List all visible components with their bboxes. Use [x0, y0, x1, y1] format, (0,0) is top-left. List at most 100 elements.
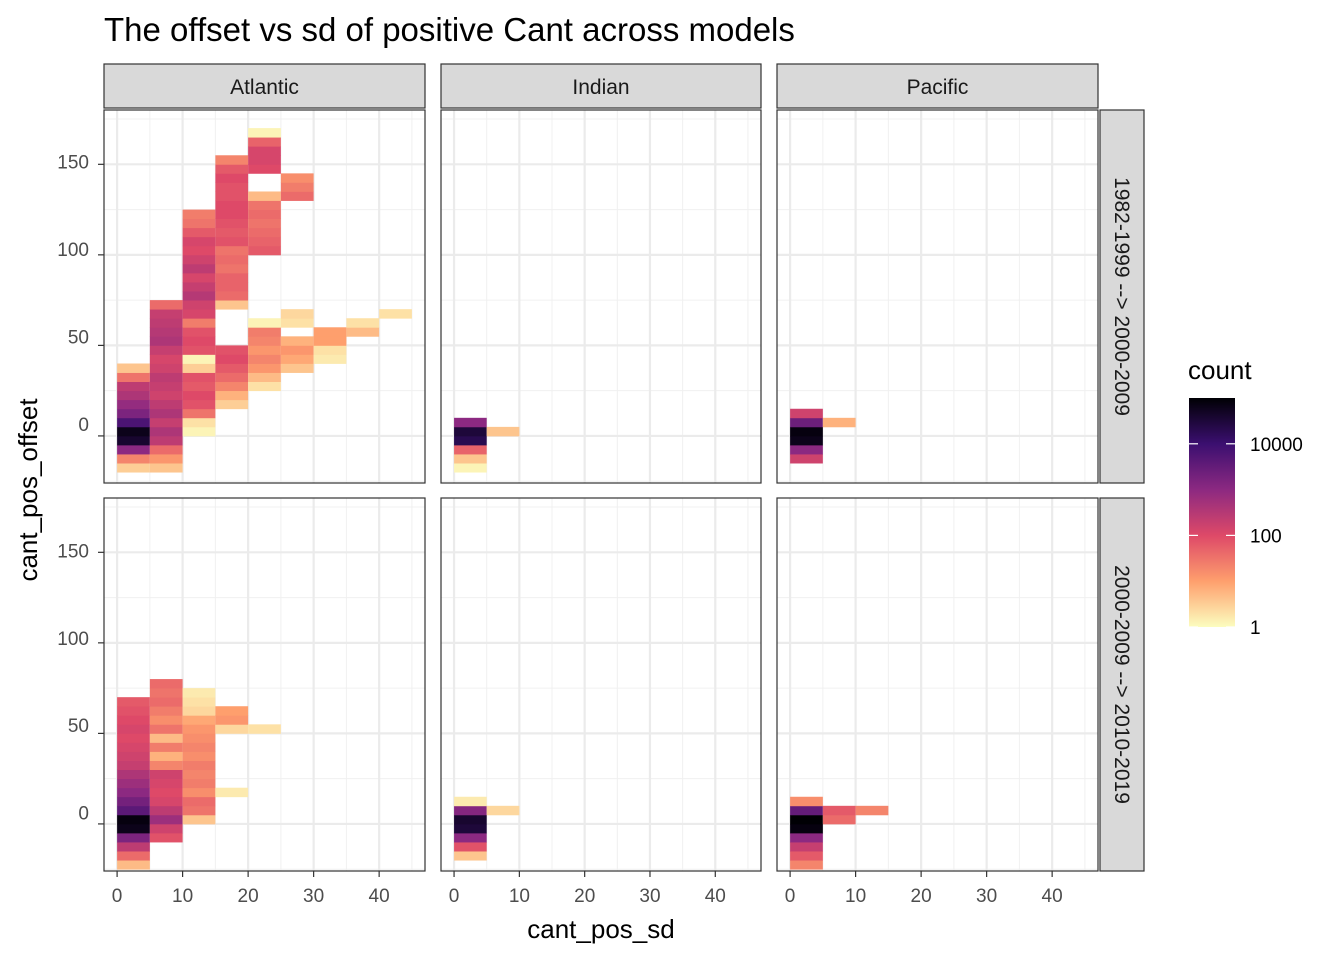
- y-tick-label: 150: [57, 153, 89, 174]
- heatmap-cell: [215, 254, 249, 265]
- heatmap-cell: [149, 688, 183, 698]
- heatmap-cell: [117, 733, 150, 743]
- heatmap-cell: [182, 706, 216, 716]
- heatmap-cell: [790, 408, 823, 419]
- heatmap-cell: [215, 381, 249, 392]
- heatmap-cell: [182, 751, 216, 761]
- x-tick-label: 0: [449, 886, 460, 907]
- strip-label-indian: Indian: [572, 76, 629, 99]
- heatmap-cell: [149, 381, 183, 392]
- heatmap-cell: [182, 282, 216, 292]
- heatmap-cell: [215, 263, 249, 274]
- heatmap-cell: [248, 128, 281, 138]
- y-tick-label: 0: [78, 415, 89, 436]
- x-tick-label: 30: [639, 886, 660, 907]
- heatmap-cell: [280, 336, 314, 346]
- heatmap-cell: [215, 209, 249, 220]
- heatmap-cell: [149, 805, 183, 816]
- heatmap-cell: [117, 697, 150, 707]
- heatmap-cell: [149, 778, 183, 789]
- x-axis-labels-col-3: 0 10 20 30 40: [785, 886, 1063, 907]
- heatmap-cell: [248, 146, 281, 156]
- heatmap-cell: [149, 345, 183, 355]
- strip-label-row-2: 2000-2009 --> 2010-2019: [1110, 565, 1133, 804]
- heatmap-cell: [790, 417, 823, 428]
- heatmap-cell: [117, 851, 150, 861]
- column-strip: Atlantic: [103, 63, 426, 109]
- panel-background: [441, 110, 761, 483]
- heatmap-cell: [215, 155, 249, 165]
- legend: count 1 100 10000: [1188, 355, 1303, 639]
- heatmap-cell: [454, 851, 487, 861]
- heatmap-cell: [790, 851, 823, 861]
- heatmap-cell: [182, 245, 216, 256]
- heatmap-cell: [248, 372, 281, 383]
- heatmap-cell: [313, 345, 347, 355]
- heatmap-cell: [149, 318, 183, 328]
- facet-panel: [98, 109, 426, 484]
- heatmap-cell: [182, 390, 216, 401]
- heatmap-cell: [149, 372, 183, 383]
- heatmap-cell: [215, 715, 249, 725]
- y-tick-label: 50: [68, 328, 89, 349]
- heatmap-cell: [215, 372, 249, 383]
- x-tick-label: 30: [976, 886, 997, 907]
- heatmap-cell: [117, 417, 150, 428]
- heatmap-cell: [182, 787, 216, 798]
- heatmap-cell: [182, 381, 216, 392]
- heatmap-cell: [117, 408, 150, 419]
- heatmap-cell: [117, 778, 150, 789]
- x-tick-label: 40: [705, 886, 726, 907]
- x-tick-label: 10: [172, 886, 193, 907]
- heatmap-cell: [790, 444, 823, 455]
- heatmap-cell: [280, 191, 314, 201]
- heatmap-cell: [454, 842, 487, 852]
- legend-title: count: [1188, 355, 1252, 385]
- heatmap-cell: [117, 751, 150, 761]
- heatmap-cell: [790, 842, 823, 852]
- heatmap-cell: [215, 245, 249, 256]
- legend-colorbar: [1189, 398, 1235, 627]
- heatmap-cell: [117, 372, 150, 383]
- heatmap-cell: [117, 715, 150, 725]
- strip-label-row-1: 1982-1999 --> 2000-2009: [1110, 177, 1133, 416]
- chart-title: The offset vs sd of positive Cant across…: [104, 11, 795, 48]
- heatmap-cell: [215, 399, 249, 410]
- heatmap-cell: [248, 155, 281, 165]
- heatmap-cell: [149, 435, 183, 446]
- x-tick-label: 10: [845, 886, 866, 907]
- heatmap-cell: [790, 796, 823, 807]
- facet-panel: [776, 109, 1099, 484]
- heatmap-cell: [149, 796, 183, 807]
- heatmap-cell: [215, 218, 249, 229]
- y-axis-labels-row-2: 0 50 100 150: [57, 541, 89, 824]
- heatmap-cell: [280, 173, 314, 183]
- heatmap-cell: [822, 805, 856, 816]
- x-axis-title: cant_pos_sd: [527, 914, 674, 944]
- heatmap-cell: [248, 363, 281, 373]
- heatmap-cell: [486, 426, 520, 437]
- heatmap-cell: [182, 363, 216, 373]
- panel-border: [103, 497, 426, 872]
- heatmap-cell: [313, 327, 347, 337]
- heatmap-cell: [182, 733, 216, 743]
- heatmap-cell: [117, 860, 150, 870]
- heatmap-cell: [117, 435, 150, 446]
- heatmap-cell: [117, 706, 150, 716]
- panel-border: [776, 497, 1099, 872]
- heatmap-cell: [454, 463, 487, 473]
- heatmap-cell: [182, 236, 216, 247]
- heatmap-cell: [149, 426, 183, 437]
- heatmap-cell: [182, 327, 216, 337]
- x-tick-label: 30: [303, 886, 324, 907]
- heatmap-cell: [790, 832, 823, 843]
- heatmap-cell: [182, 697, 216, 707]
- heatmap-cell: [248, 137, 281, 147]
- heatmap-cell: [215, 164, 249, 174]
- facet-panel: [440, 109, 762, 484]
- heatmap-cell: [117, 426, 150, 437]
- heatmap-cell: [182, 417, 216, 428]
- heatmap-cell: [215, 300, 249, 310]
- heatmap-cell: [454, 444, 487, 455]
